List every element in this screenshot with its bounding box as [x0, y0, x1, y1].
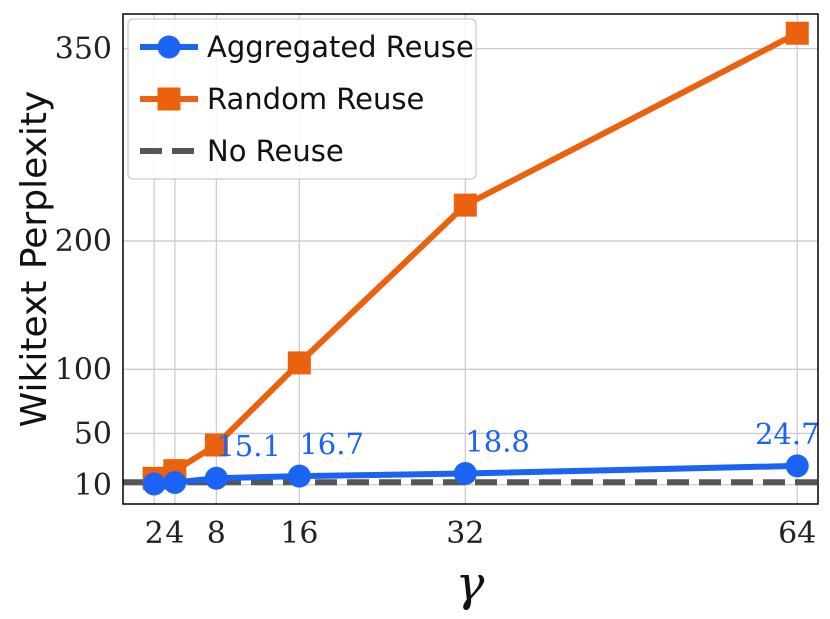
legend-label-random-reuse: Random Reuse	[207, 82, 424, 116]
data-labels: 15.1 16.7 18.8 24.7	[216, 417, 819, 463]
aggregated-reuse-point-32	[453, 461, 477, 485]
random-reuse-point-32	[453, 193, 477, 217]
aggregated-reuse-point-4	[163, 470, 187, 494]
x-axis-label: γ	[456, 556, 485, 612]
x-tick-16: 16	[280, 516, 318, 551]
legend-marker-random-reuse	[157, 87, 181, 111]
legend-marker-aggregated-reuse	[157, 35, 181, 59]
y-tick-10: 10	[74, 468, 112, 503]
plot-frame	[122, 13, 819, 505]
data-label-64: 24.7	[755, 417, 820, 451]
y-axis-label: Wikitext Perplexity	[14, 91, 55, 428]
data-label-32: 18.8	[465, 424, 530, 458]
x-tick-8: 8	[207, 516, 226, 551]
random-reuse-point-8	[204, 433, 228, 457]
legend-label-aggregated-reuse: Aggregated Reuse	[207, 30, 474, 64]
data-label-16: 16.7	[299, 427, 364, 461]
x-tick-labels: 2 4 8 16 32 64	[145, 516, 817, 551]
y-tick-labels: 10 50 100 200 350	[55, 32, 112, 503]
random-reuse-point-16	[287, 351, 311, 375]
aggregated-reuse-point-64	[785, 454, 809, 478]
y-tick-50: 50	[74, 416, 112, 451]
y-tick-350: 350	[55, 32, 112, 67]
x-tick-2: 2	[145, 516, 164, 551]
aggregated-reuse-point-2	[142, 472, 166, 496]
series-layer	[142, 21, 809, 496]
y-tick-100: 100	[55, 352, 112, 387]
legend: Aggregated Reuse Random Reuse No Reuse	[127, 18, 477, 180]
random-reuse-point-64	[785, 21, 809, 45]
legend-label-no-reuse: No Reuse	[207, 134, 344, 168]
x-tick-4: 4	[165, 516, 184, 551]
legend-box	[127, 18, 477, 180]
y-tick-200: 200	[55, 224, 112, 259]
x-tick-32: 32	[446, 516, 484, 551]
x-tick-64: 64	[778, 516, 816, 551]
aggregated-reuse-point-16	[287, 464, 311, 488]
aggregated-reuse-point-8	[204, 466, 228, 490]
data-label-8: 15.1	[216, 429, 281, 463]
